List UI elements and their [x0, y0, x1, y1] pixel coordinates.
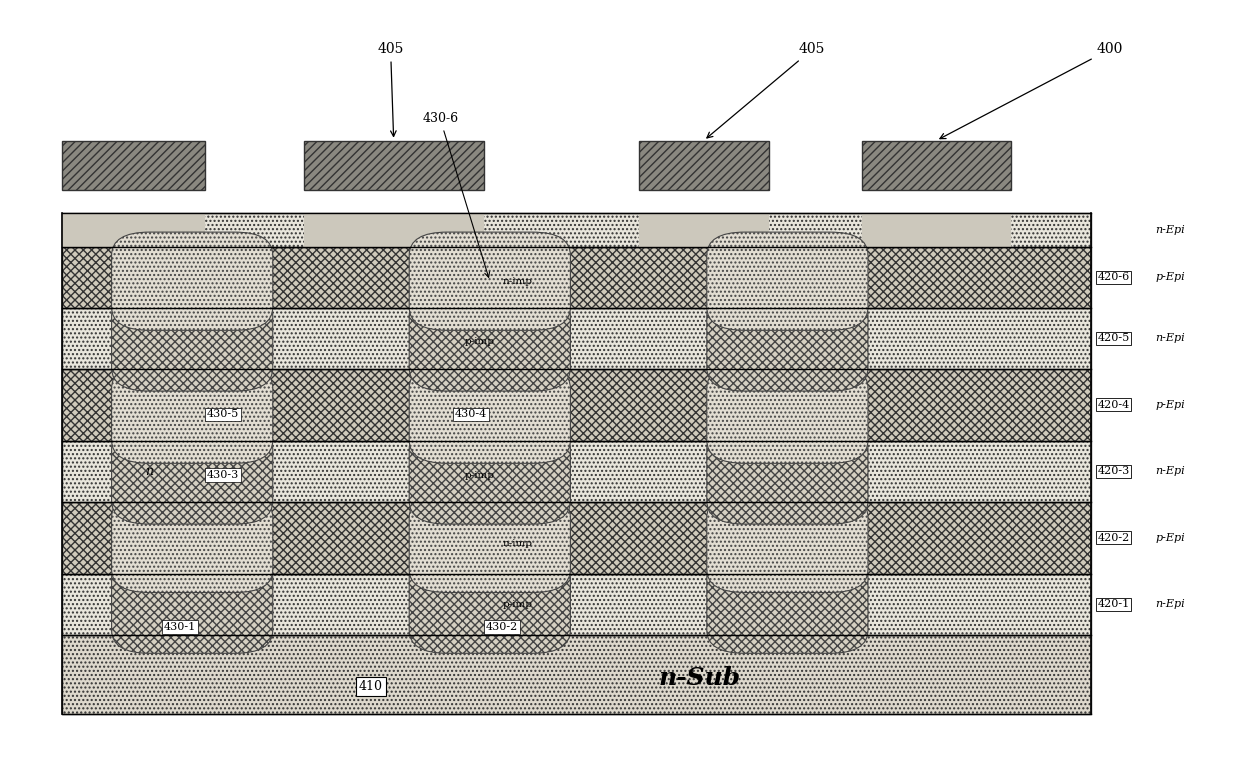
- FancyBboxPatch shape: [707, 555, 868, 654]
- Text: 400: 400: [940, 43, 1123, 138]
- FancyBboxPatch shape: [409, 365, 570, 464]
- Text: n-Epi: n-Epi: [1156, 599, 1185, 610]
- Bar: [862, 141, 1011, 190]
- FancyBboxPatch shape: [707, 232, 868, 331]
- Text: n-Sub: n-Sub: [658, 667, 742, 691]
- FancyBboxPatch shape: [707, 365, 868, 464]
- Text: p-imp: p-imp: [465, 470, 495, 480]
- Bar: [62, 635, 1091, 714]
- Text: 430-5: 430-5: [207, 409, 239, 420]
- FancyBboxPatch shape: [112, 232, 273, 331]
- Bar: [62, 369, 1091, 441]
- Text: 430-4: 430-4: [455, 409, 487, 420]
- FancyBboxPatch shape: [112, 555, 273, 654]
- Text: p-imp: p-imp: [465, 337, 495, 347]
- FancyBboxPatch shape: [409, 293, 570, 391]
- FancyBboxPatch shape: [707, 426, 868, 524]
- Bar: [639, 141, 769, 190]
- Bar: [862, 213, 1011, 247]
- Text: 430-3: 430-3: [207, 470, 239, 480]
- Text: 420-4: 420-4: [1097, 400, 1130, 410]
- Text: 420-5: 420-5: [1097, 333, 1130, 344]
- FancyBboxPatch shape: [409, 426, 570, 524]
- FancyBboxPatch shape: [707, 293, 868, 391]
- Text: 405: 405: [377, 43, 404, 137]
- Text: p: p: [228, 464, 236, 478]
- Text: 420-6: 420-6: [1097, 272, 1130, 283]
- Text: n-Epi: n-Epi: [1156, 225, 1185, 235]
- Bar: [62, 141, 205, 190]
- Bar: [304, 141, 484, 190]
- Text: p-Epi: p-Epi: [1156, 533, 1185, 543]
- Text: p-Epi: p-Epi: [1156, 400, 1185, 410]
- Text: n-imp: n-imp: [502, 277, 532, 286]
- Text: 430-2: 430-2: [486, 622, 518, 632]
- Bar: [62, 308, 1091, 369]
- Text: 410: 410: [358, 680, 383, 693]
- Bar: [639, 213, 769, 247]
- Text: n-Epi: n-Epi: [1156, 333, 1185, 344]
- Bar: [304, 213, 484, 247]
- Text: n: n: [145, 464, 154, 478]
- Text: p-imp: p-imp: [502, 600, 532, 609]
- Text: 405: 405: [707, 43, 826, 138]
- FancyBboxPatch shape: [112, 494, 273, 593]
- FancyBboxPatch shape: [409, 555, 570, 654]
- Bar: [62, 247, 1091, 308]
- Text: p-Epi: p-Epi: [1156, 272, 1185, 283]
- Text: n-Epi: n-Epi: [1156, 466, 1185, 477]
- FancyBboxPatch shape: [112, 365, 273, 464]
- Bar: [62, 502, 1091, 574]
- Bar: [62, 213, 205, 247]
- Text: 420-3: 420-3: [1097, 466, 1130, 477]
- Bar: [62, 574, 1091, 635]
- Text: 430-6: 430-6: [422, 112, 490, 277]
- Bar: [62, 441, 1091, 502]
- FancyBboxPatch shape: [112, 426, 273, 524]
- FancyBboxPatch shape: [707, 494, 868, 593]
- Text: 420-1: 420-1: [1097, 599, 1130, 610]
- FancyBboxPatch shape: [409, 494, 570, 593]
- FancyBboxPatch shape: [409, 232, 570, 331]
- Text: 430-1: 430-1: [164, 622, 196, 632]
- Bar: [62, 213, 1091, 247]
- Text: n-imp: n-imp: [502, 539, 532, 548]
- Text: 420-2: 420-2: [1097, 533, 1130, 543]
- FancyBboxPatch shape: [112, 293, 273, 391]
